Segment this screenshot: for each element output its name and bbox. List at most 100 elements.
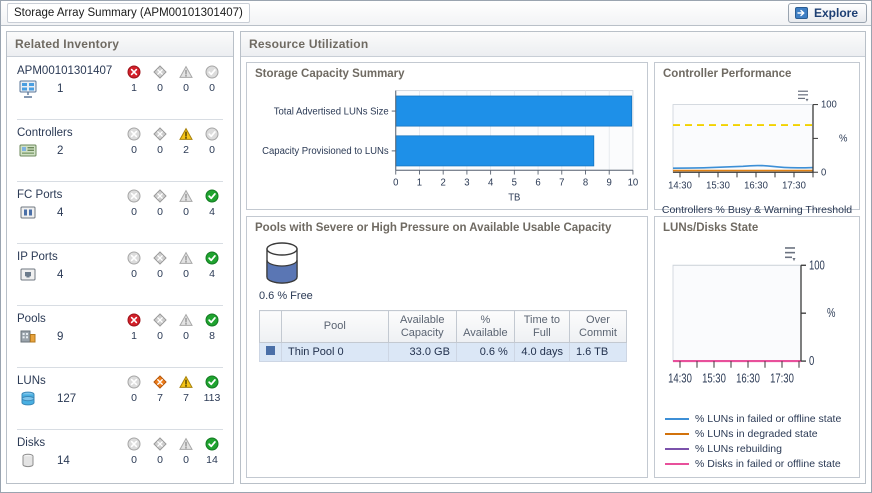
- ok-icon: [205, 437, 219, 451]
- legend-swatch-icon: [665, 418, 689, 420]
- status-error[interactable]: 0: [121, 189, 147, 218]
- table-row[interactable]: Thin Pool 0 33.0 GB 0.6 % 4.0 days 1.6 T…: [259, 342, 628, 363]
- pools-table-header-row: Pool Available Capacity % Av: [259, 309, 628, 344]
- status-error[interactable]: 0: [121, 437, 147, 466]
- explore-arrow-icon: [794, 7, 808, 19]
- fc-port-icon: [20, 206, 36, 219]
- inventory-item-controllers[interactable]: Controllers 2: [7, 119, 233, 181]
- svg-text:17:30: 17:30: [770, 372, 794, 386]
- status-degraded[interactable]: 0: [147, 313, 173, 342]
- legend-swatch-icon: [665, 463, 689, 465]
- ip-port-icon: [20, 268, 36, 281]
- status-warning[interactable]: 0: [173, 437, 199, 466]
- col-marker[interactable]: [259, 309, 282, 344]
- svg-text:4: 4: [488, 177, 494, 188]
- related-inventory-header: Related Inventory: [7, 32, 233, 57]
- legend-item-luns-degraded[interactable]: % LUNs in degraded state: [665, 428, 853, 440]
- status-warning[interactable]: 7: [173, 375, 199, 404]
- cell-time-to-full: 4.0 days: [513, 342, 570, 363]
- explore-button[interactable]: Explore: [787, 3, 867, 23]
- warning-icon: [179, 65, 193, 78]
- inventory-item-fc-ports[interactable]: FC Ports 4: [7, 181, 233, 243]
- window-titlebar: Storage Array Summary (APM00101301407) E…: [1, 1, 871, 26]
- degraded-icon: [153, 127, 167, 141]
- col-time-to-full[interactable]: Time to Full: [513, 309, 570, 344]
- resource-utilization-panel: Resource Utilization Storage Capacity Su…: [240, 31, 866, 484]
- status-ok[interactable]: 0: [199, 65, 225, 94]
- status-counters: 0 0: [121, 127, 225, 156]
- inventory-item-array[interactable]: APM00101301407 1: [7, 57, 233, 119]
- col-pct-available[interactable]: % Available: [455, 309, 515, 344]
- status-degraded[interactable]: 0: [147, 65, 173, 94]
- chart-menu-icon[interactable]: [785, 247, 796, 262]
- svg-text:10: 10: [628, 177, 639, 188]
- status-ok[interactable]: 14: [199, 437, 225, 466]
- inventory-item-pools[interactable]: Pools 9: [7, 305, 233, 367]
- status-error-count: 0: [131, 206, 137, 218]
- status-warning[interactable]: 2: [173, 127, 199, 156]
- legend-item-luns-rebuilding[interactable]: % LUNs rebuilding: [665, 443, 853, 455]
- legend-label: % LUNs in degraded state: [695, 428, 818, 440]
- inventory-item-count: 127: [57, 393, 77, 405]
- inventory-item-label: LUNs: [17, 375, 46, 387]
- legend-item-luns-failed[interactable]: % LUNs in failed or offline state: [665, 413, 853, 425]
- bar-label-0: Total Advertised LUNs Size: [274, 106, 389, 117]
- controller-performance-chart[interactable]: 100 0 % 14:30 15:30 16:30 17:30: [655, 82, 859, 203]
- warning-icon: [179, 375, 193, 388]
- bar-chart: Total Advertised LUNs Size Capacity Prov…: [262, 90, 639, 203]
- status-degraded[interactable]: 0: [147, 437, 173, 466]
- luns-disks-state-chart[interactable]: 100 0 % 14:30 15:30 16:30 17:30: [655, 236, 859, 409]
- status-warning[interactable]: 0: [173, 313, 199, 342]
- storage-capacity-chart[interactable]: Total Advertised LUNs Size Capacity Prov…: [247, 82, 647, 209]
- status-error[interactable]: 0: [121, 251, 147, 280]
- degraded-icon: [153, 437, 167, 451]
- pools-icon: [20, 330, 36, 343]
- status-warning-count: 7: [183, 392, 189, 404]
- status-ok[interactable]: 0: [199, 127, 225, 156]
- inventory-item-disks[interactable]: Disks 14: [7, 429, 233, 483]
- bar-xaxis-label: TB: [508, 192, 521, 203]
- status-degraded-count: 0: [157, 144, 163, 156]
- cell-pool: Thin Pool 0: [281, 342, 389, 363]
- status-warning-count: 0: [183, 454, 189, 466]
- status-warning[interactable]: 0: [173, 65, 199, 94]
- col-pool[interactable]: Pool: [281, 309, 389, 344]
- status-degraded-count: 0: [157, 82, 163, 94]
- col-available-capacity[interactable]: Available Capacity: [387, 309, 457, 344]
- chart-menu-icon[interactable]: [798, 90, 809, 102]
- status-ok[interactable]: 113: [199, 375, 225, 404]
- inventory-item-luns[interactable]: LUNs 127: [7, 367, 233, 429]
- svg-text:14:30: 14:30: [668, 181, 692, 192]
- status-ok[interactable]: 8: [199, 313, 225, 342]
- legend-item-disks-failed[interactable]: % Disks in failed or offline state: [665, 458, 853, 470]
- legend-label: % LUNs rebuilding: [695, 443, 782, 455]
- status-degraded[interactable]: 0: [147, 189, 173, 218]
- status-ok-count: 8: [209, 330, 215, 342]
- pool-capacity-gauge: 0.6 % Free: [259, 240, 637, 302]
- inventory-item-ip-ports[interactable]: IP Ports 4: [7, 243, 233, 305]
- yaxis-unit: %: [839, 133, 848, 144]
- status-error[interactable]: 0: [121, 127, 147, 156]
- svg-text:5: 5: [512, 177, 518, 188]
- status-degraded[interactable]: 0: [147, 127, 173, 156]
- legend-label: % Disks in failed or offline state: [695, 458, 841, 470]
- ok-icon: [205, 65, 219, 79]
- luns-disks-state-card: LUNs/Disks State: [654, 216, 860, 478]
- status-warning[interactable]: 0: [173, 189, 199, 218]
- cell-pct-available: 0.6 %: [455, 342, 515, 363]
- status-ok[interactable]: 4: [199, 251, 225, 280]
- status-error[interactable]: 0: [121, 375, 147, 404]
- col-over-commit[interactable]: Over Commit: [568, 309, 628, 344]
- status-degraded[interactable]: 0: [147, 251, 173, 280]
- inventory-item-count: 14: [57, 455, 70, 467]
- inventory-item-label: IP Ports: [17, 251, 58, 263]
- explore-label: Explore: [813, 6, 858, 20]
- ytick-0: 0: [809, 355, 814, 369]
- status-ok[interactable]: 4: [199, 189, 225, 218]
- status-error[interactable]: 1: [121, 65, 147, 94]
- svg-text:2: 2: [441, 177, 446, 188]
- status-ok-count: 0: [209, 82, 215, 94]
- status-warning[interactable]: 0: [173, 251, 199, 280]
- status-degraded[interactable]: 7: [147, 375, 173, 404]
- status-error[interactable]: 1: [121, 313, 147, 342]
